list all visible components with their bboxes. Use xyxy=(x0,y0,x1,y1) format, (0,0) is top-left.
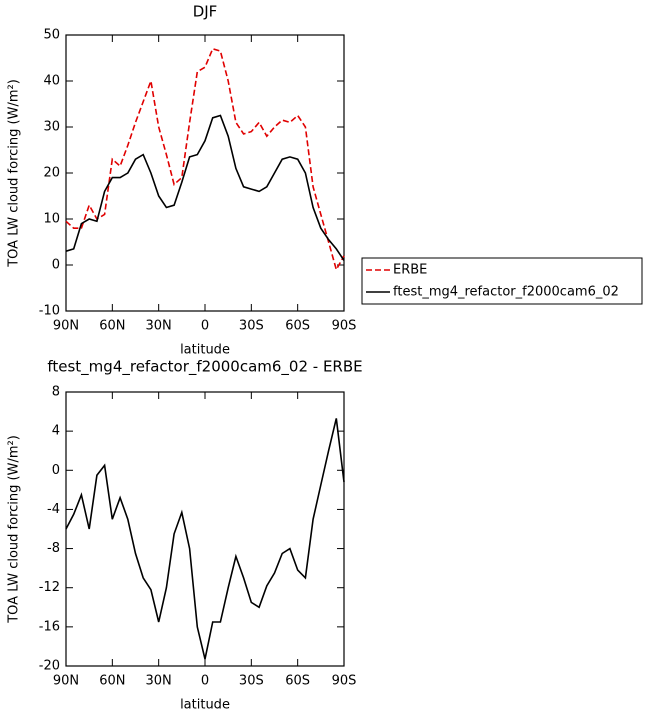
y-tick-label: 40 xyxy=(43,74,60,89)
x-tick-label: 90S xyxy=(332,674,357,689)
y-tick-label: 4 xyxy=(52,424,60,439)
x-tick-label: 0 xyxy=(201,319,209,334)
y-axis-label: TOA LW cloud forcing (W/m²) xyxy=(7,435,22,624)
y-tick-label: -20 xyxy=(39,659,60,674)
series-line xyxy=(65,418,345,660)
x-tick-label: 60N xyxy=(99,319,125,334)
x-tick-label: 90N xyxy=(53,674,79,689)
x-tick-label: 30S xyxy=(239,319,264,334)
y-tick-label: -8 xyxy=(47,541,60,556)
plot-frame xyxy=(65,34,345,312)
x-tick-label: 60S xyxy=(285,319,310,334)
x-tick-label: 0 xyxy=(201,674,209,689)
x-tick-label: 90S xyxy=(332,319,357,334)
y-tick-label: -16 xyxy=(39,619,60,634)
y-tick-label: 30 xyxy=(43,120,60,135)
legend-label: ERBE xyxy=(393,263,427,278)
series-line xyxy=(65,47,345,272)
chart-title: ftest_mg4_refactor_f2000cam6_02 - ERBE xyxy=(47,358,362,377)
y-tick-label: 8 xyxy=(52,385,60,400)
y-tick-label: -12 xyxy=(39,580,60,595)
x-tick-label: 30N xyxy=(146,319,172,334)
x-tick-label: 30N xyxy=(146,674,172,689)
legend-box xyxy=(361,257,643,305)
plot-frame xyxy=(65,391,345,667)
y-tick-label: -4 xyxy=(47,502,60,517)
series-line xyxy=(65,114,345,261)
y-tick-label: 20 xyxy=(43,166,60,181)
x-tick-label: 90N xyxy=(53,319,79,334)
chart-title: DJF xyxy=(193,3,218,21)
y-tick-label: 0 xyxy=(52,463,60,478)
x-tick-label: 60N xyxy=(99,674,125,689)
x-tick-label: 60S xyxy=(285,674,310,689)
y-tick-label: -10 xyxy=(39,304,60,319)
x-tick-label: 30S xyxy=(239,674,264,689)
x-axis-label: latitude xyxy=(180,698,230,713)
legend-label: ftest_mg4_refactor_f2000cam6_02 xyxy=(393,285,619,300)
y-axis-label: TOA LW cloud forcing (W/m²) xyxy=(7,79,22,268)
x-axis-label: latitude xyxy=(180,343,230,358)
y-tick-label: 0 xyxy=(52,258,60,273)
y-tick-label: 10 xyxy=(43,212,60,227)
y-tick-label: 50 xyxy=(43,28,60,43)
